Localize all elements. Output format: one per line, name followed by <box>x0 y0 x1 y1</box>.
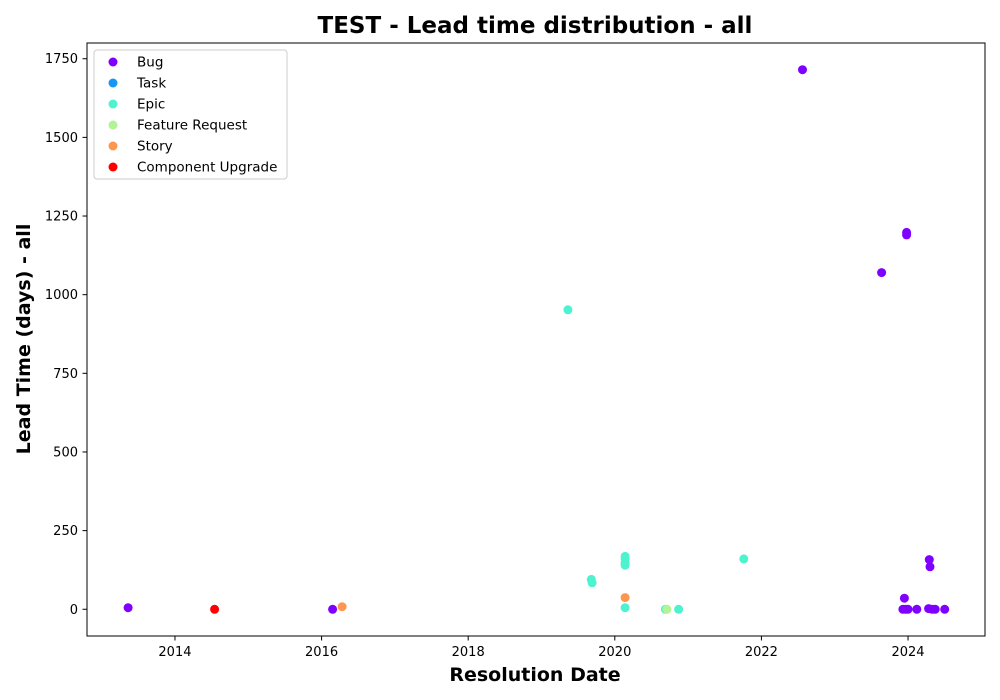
data-point-bug <box>930 604 940 614</box>
data-point-story <box>337 602 347 612</box>
data-point-bug <box>925 562 935 572</box>
data-points <box>123 65 950 614</box>
data-point-component-upgrade <box>210 604 220 614</box>
legend-box <box>93 49 288 180</box>
legend-marker <box>108 141 118 151</box>
legend-label: Bug <box>137 55 163 71</box>
data-point-epic <box>587 578 597 588</box>
y-tick-label: 750 <box>53 367 78 382</box>
data-point-feature-request <box>662 604 672 614</box>
data-point-bug <box>902 227 912 237</box>
data-point-epic <box>563 305 573 315</box>
data-point-epic <box>620 603 630 613</box>
data-point-bug <box>899 593 909 603</box>
y-tick-label: 1500 <box>45 131 78 146</box>
x-axis-label: Resolution Date <box>449 664 620 686</box>
data-point-bug <box>924 555 934 565</box>
data-point-bug <box>903 604 913 614</box>
y-axis-label: Lead Time (days) - all <box>13 224 35 455</box>
legend-label: Epic <box>137 97 165 113</box>
legend-marker <box>108 99 118 109</box>
data-point-bug <box>798 65 807 75</box>
legend-label: Component Upgrade <box>137 160 277 176</box>
legend-label: Feature Request <box>137 118 247 134</box>
x-tick-label: 2014 <box>158 645 191 660</box>
y-axis-ticks: 0 250 500 750 1000 1250 1500 1750 <box>45 52 87 618</box>
y-tick-label: 0 <box>70 603 78 618</box>
data-point-bug <box>328 604 338 614</box>
y-tick-label: 1750 <box>45 52 78 67</box>
legend-marker <box>108 120 118 130</box>
legend-label: Story <box>137 139 173 155</box>
x-tick-label: 2020 <box>598 645 631 660</box>
data-point-bug <box>123 603 133 613</box>
x-axis-ticks: 2014 2016 2018 2020 2022 2024 <box>158 636 925 660</box>
y-tick-label: 250 <box>53 524 78 539</box>
plot-area-frame <box>86 42 986 637</box>
chart-title: TEST - Lead time distribution - all <box>318 13 753 39</box>
legend: Bug Task Epic Feature Request Story Component… <box>93 49 288 180</box>
x-tick-label: 2018 <box>452 645 485 660</box>
x-tick-label: 2022 <box>745 645 778 660</box>
data-point-bug <box>912 604 922 614</box>
y-tick-label: 1000 <box>45 288 78 303</box>
data-point-story <box>620 593 630 603</box>
y-tick-label: 1250 <box>45 210 78 225</box>
data-point-bug <box>877 268 887 278</box>
legend-marker <box>108 162 118 172</box>
legend-label: Task <box>136 76 166 92</box>
y-tick-label: 500 <box>53 445 78 460</box>
data-point-bug <box>940 604 950 614</box>
legend-marker <box>108 78 118 88</box>
data-point-epic <box>620 560 630 570</box>
x-tick-label: 2024 <box>891 645 924 660</box>
legend-marker <box>108 57 118 67</box>
data-point-epic <box>739 554 749 564</box>
x-tick-label: 2016 <box>305 645 338 660</box>
data-point-epic <box>674 604 684 614</box>
